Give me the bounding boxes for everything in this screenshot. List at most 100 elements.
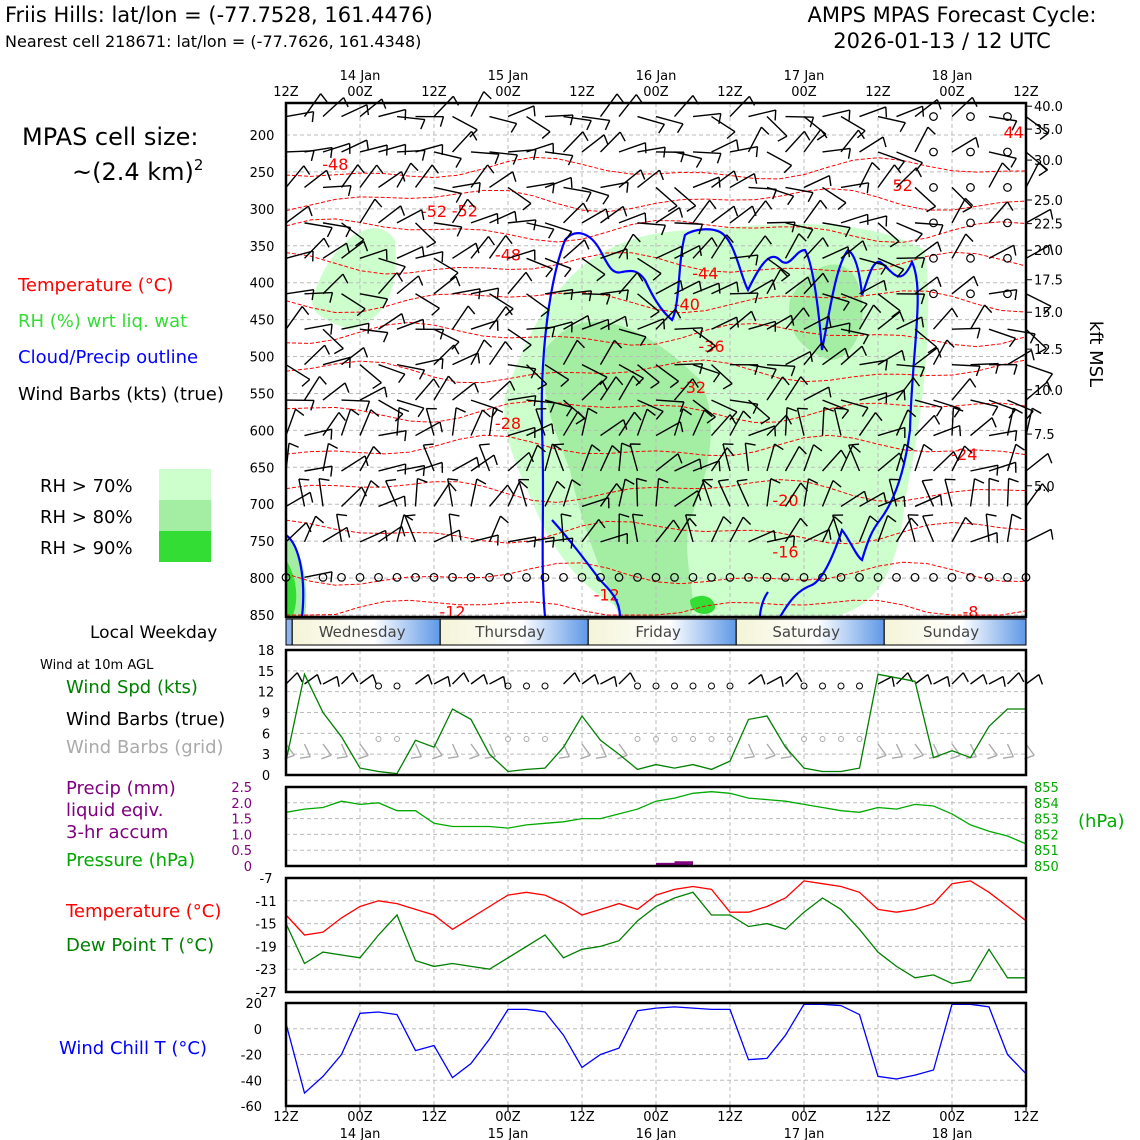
calm-wind-marker — [726, 682, 734, 690]
wind-barb-flag — [736, 139, 740, 151]
wind-barb — [526, 399, 555, 404]
top-time-label: 00Z — [347, 85, 373, 100]
wind-barb-flag — [553, 443, 565, 446]
wind-barb — [1025, 452, 1049, 472]
wind-barb — [821, 449, 842, 472]
wind-barb — [378, 171, 402, 189]
wind-barb-true-flag — [962, 672, 969, 683]
wind-barb — [322, 142, 350, 153]
wind-barb-grid-flag — [358, 754, 369, 760]
wind-barb-flag — [487, 164, 495, 174]
wind-barb-flag — [976, 328, 981, 339]
wind-barb-flag — [565, 231, 573, 241]
wind-barb — [433, 529, 460, 543]
wind-barb — [451, 305, 469, 330]
wind-barb-flag — [476, 478, 487, 485]
pressure-tick: 850 — [250, 609, 275, 624]
wind-barb-flag — [907, 409, 917, 418]
wind-barb — [803, 386, 830, 401]
wind-barb-flag — [962, 206, 973, 213]
wind-barb — [970, 417, 993, 437]
wind-barb — [581, 115, 610, 122]
wind-barb — [785, 222, 813, 231]
wind-barb-flag — [615, 376, 624, 386]
wind-barb — [748, 363, 777, 370]
legend-cloud: Cloud/Precip outline — [18, 347, 198, 368]
wind-barb-true — [877, 675, 893, 685]
wind-barb — [340, 408, 352, 436]
bottom-time-label: 12Z — [421, 1110, 447, 1125]
isotherm — [285, 321, 1027, 348]
top-date-label: 17 Jan — [784, 69, 825, 84]
wind-barb-grid-flag — [876, 754, 887, 760]
calm-wind-marker — [577, 572, 587, 582]
wind-barb — [488, 407, 495, 436]
wind-barb — [747, 126, 763, 153]
wind-barb-true-flag — [891, 676, 895, 687]
wind-barb — [914, 222, 943, 226]
pressure-line — [285, 791, 1027, 845]
wind-barb — [322, 412, 340, 436]
calm-wind-marker — [652, 682, 660, 690]
wind-barb — [544, 537, 573, 543]
wind-barb-flag — [897, 161, 905, 171]
wind-barb-flag — [423, 443, 434, 446]
wind-barb-flag — [333, 347, 344, 355]
bottom-date-label: 15 Jan — [488, 1127, 529, 1140]
wind-barb — [748, 279, 774, 295]
wind-barb — [766, 478, 772, 507]
wind-barb-flag — [311, 111, 315, 123]
wind-barb-flag — [639, 336, 647, 346]
temp-ytick: -11 — [255, 895, 276, 910]
wind-barb-flag — [619, 131, 626, 142]
wind-barb-flag — [729, 411, 738, 421]
wind-barb-flag — [927, 346, 938, 354]
weekday-label: Saturday — [772, 623, 840, 641]
wind-barb-flag — [873, 304, 882, 314]
wind-barb — [877, 389, 905, 401]
pressure-tick: 650 — [250, 461, 275, 476]
weekday-cell — [292, 619, 441, 645]
wind-barb-flag — [679, 280, 684, 291]
wind-barb — [544, 257, 572, 270]
bottom-time-label: 12Z — [273, 1110, 299, 1125]
wind-barb-flag — [613, 339, 623, 349]
wind-barb — [507, 536, 536, 543]
wind-barb — [563, 115, 592, 122]
wind-barb-flag — [624, 478, 635, 485]
wind-barb — [877, 495, 905, 508]
wind-barb-flag — [298, 478, 310, 481]
wind-barb — [600, 419, 624, 437]
wind-barb-flag — [922, 478, 933, 482]
calm-wind-marker — [633, 572, 642, 582]
wind-barb — [563, 186, 592, 194]
wind-barb-flag — [964, 445, 973, 454]
wind-barb-flag — [712, 373, 721, 383]
kft-tick: 12.5 — [1034, 343, 1063, 358]
wind-barb — [452, 242, 477, 259]
bottom-time-label: 12Z — [865, 1110, 891, 1125]
wind-barb-flag — [706, 416, 716, 424]
wind-barb — [396, 318, 424, 330]
wind-barb — [914, 276, 938, 295]
wind-barb — [951, 378, 971, 401]
wind-barb-flag — [973, 276, 979, 287]
wind-barb — [914, 328, 938, 348]
wind-barb-flag — [329, 292, 334, 303]
wind-barb — [285, 165, 305, 188]
wind-barb-flag — [797, 407, 808, 410]
wind-barb — [298, 478, 306, 507]
legend-rh80-label: RH > 80% — [40, 507, 133, 528]
wind-barb-flag — [699, 363, 704, 375]
wind-barb-flag — [382, 332, 389, 343]
wind-barb-flag — [1029, 333, 1036, 344]
wind-barb — [544, 321, 573, 330]
wind-barb — [414, 378, 435, 401]
wind-barb — [692, 151, 721, 155]
wind-barb — [895, 377, 914, 401]
wind-barb-grid — [988, 743, 998, 756]
wind-barb-flag — [447, 375, 456, 385]
wind-barb — [951, 275, 975, 295]
calm-wind-marker — [819, 682, 826, 690]
wind-barb — [951, 407, 955, 436]
